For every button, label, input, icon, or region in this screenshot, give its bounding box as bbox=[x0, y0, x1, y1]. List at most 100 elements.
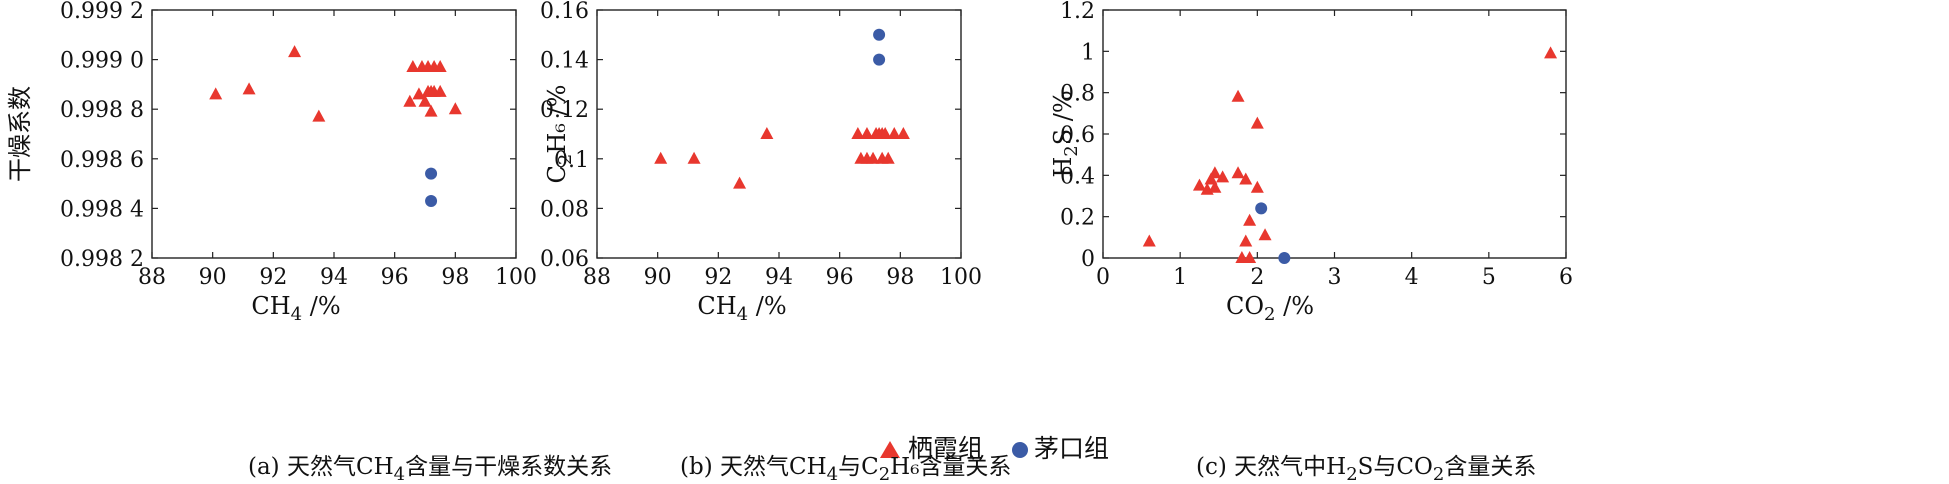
chart-panel-1: 88 90 92 94 96 98 100 0.998 2 0.998 4 0.998 6 0.99… bbox=[6, 0, 612, 484]
y-axis-title: 干燥系数 bbox=[6, 86, 34, 182]
data-point-qixia bbox=[866, 151, 880, 164]
plot-frame bbox=[1102, 9, 1567, 259]
data-point-qixia bbox=[1239, 234, 1253, 247]
series-maokou bbox=[1255, 202, 1291, 264]
data-point-qixia bbox=[424, 104, 438, 117]
text-part: (a) 天然气CH bbox=[248, 454, 394, 480]
data-point-qixia bbox=[1243, 213, 1257, 226]
x-tick-label: 96 bbox=[826, 265, 854, 290]
y-tick-label: 0.4 bbox=[1060, 164, 1095, 189]
text-part: S与CO bbox=[1358, 454, 1433, 480]
text-part: 2 bbox=[1264, 304, 1275, 325]
data-point-qixia bbox=[1243, 251, 1257, 263]
data-point-qixia bbox=[1216, 170, 1230, 183]
y-tick-label: 0.998 4 bbox=[60, 197, 144, 222]
text-part: S /% bbox=[1049, 90, 1077, 145]
text-part: 含量关系 bbox=[1444, 454, 1536, 480]
legend-marker-qixia bbox=[880, 441, 900, 458]
data-point-qixia bbox=[406, 60, 420, 73]
chart-caption: (c) 天然气中H2S与CO2含量关系 bbox=[1196, 454, 1536, 484]
data-point-qixia bbox=[1231, 166, 1245, 179]
data-point-qixia bbox=[1239, 172, 1253, 185]
data-point-qixia bbox=[433, 84, 447, 97]
data-point-qixia bbox=[687, 151, 701, 164]
x-tick-label: 5 bbox=[1482, 265, 1496, 290]
x-tick-label: 3 bbox=[1328, 265, 1342, 290]
series-qixia bbox=[209, 45, 462, 122]
x-axis-title: CH4 /% bbox=[697, 292, 786, 325]
plot-frame bbox=[151, 9, 517, 259]
text-part: (c) 天然气中H bbox=[1196, 454, 1346, 480]
x-tick-label: 2 bbox=[1250, 265, 1264, 290]
y-tick-label: 0.16 bbox=[540, 0, 589, 24]
text-part: 2 bbox=[1433, 464, 1444, 484]
y-tick-label: 1 bbox=[1081, 40, 1095, 65]
y-tick-label: 0.2 bbox=[1060, 206, 1095, 231]
chart-panel-2: 88 90 92 94 96 98 1000.060.080.10.120.140.16CH… bbox=[540, 0, 1011, 484]
data-point-maokou bbox=[425, 194, 438, 207]
x-tick-label: 96 bbox=[381, 265, 409, 290]
y-tick-label: 0.998 6 bbox=[60, 148, 144, 173]
x-tick-label: 88 bbox=[583, 265, 611, 290]
data-point-qixia bbox=[1208, 180, 1222, 193]
x-tick-label: 94 bbox=[320, 265, 348, 290]
x-tick-label: 94 bbox=[765, 265, 793, 290]
text-part: 2 bbox=[1061, 145, 1082, 156]
text-part: 干燥系数 bbox=[6, 86, 34, 182]
data-point-qixia bbox=[1208, 166, 1222, 179]
data-point-maokou bbox=[1255, 202, 1268, 215]
x-tick-label: 100 bbox=[495, 265, 537, 290]
data-point-qixia bbox=[1142, 234, 1156, 247]
y-tick-label: 0.06 bbox=[540, 247, 589, 272]
legend: 栖霞组 茅口组 bbox=[880, 434, 1109, 463]
text-part: 与C bbox=[838, 454, 879, 480]
data-point-qixia bbox=[312, 109, 326, 122]
y-tick-label: 0.999 0 bbox=[60, 49, 144, 74]
data-point-qixia bbox=[1231, 89, 1245, 102]
y-axis-title: C2H₆ /% bbox=[543, 85, 576, 184]
text-part: 4 bbox=[737, 304, 748, 325]
data-point-qixia bbox=[1250, 116, 1264, 129]
data-point-qixia bbox=[288, 45, 302, 58]
y-tick-label: 0.08 bbox=[540, 197, 589, 222]
text-part: 2 bbox=[555, 154, 576, 165]
data-point-qixia bbox=[760, 127, 774, 139]
text-part: C bbox=[543, 165, 571, 183]
x-tick-label: 98 bbox=[886, 265, 914, 290]
text-part: /% bbox=[1275, 292, 1314, 320]
y-tick-label: 0 bbox=[1081, 247, 1095, 272]
chart-caption: (a) 天然气CH4含量与干燥系数关系 bbox=[248, 454, 612, 484]
y-tick-label: 0.14 bbox=[540, 49, 589, 74]
text-part: 4 bbox=[394, 464, 405, 484]
series-qixia bbox=[1142, 46, 1558, 263]
x-tick-label: 92 bbox=[704, 265, 732, 290]
x-tick-label: 88 bbox=[138, 265, 166, 290]
data-point-qixia bbox=[209, 87, 223, 100]
data-point-qixia bbox=[851, 127, 865, 139]
data-point-qixia bbox=[878, 127, 892, 139]
data-point-qixia bbox=[733, 176, 747, 189]
y-tick-label: 0.12 bbox=[540, 98, 589, 123]
data-point-qixia bbox=[1204, 172, 1218, 185]
text-part: 4 bbox=[291, 304, 302, 325]
data-point-qixia bbox=[1258, 228, 1272, 241]
x-tick-label: 100 bbox=[940, 265, 982, 290]
data-point-qixia bbox=[433, 60, 447, 73]
x-tick-label: 0 bbox=[1096, 265, 1110, 290]
data-point-qixia bbox=[654, 151, 668, 164]
x-tick-label: 90 bbox=[199, 265, 227, 290]
x-tick-label: 1 bbox=[1173, 265, 1187, 290]
data-point-qixia bbox=[1250, 180, 1264, 193]
text-part: CO bbox=[1226, 292, 1264, 320]
text-part: H₆含量关系 bbox=[890, 454, 1011, 480]
data-point-qixia bbox=[1192, 178, 1206, 191]
data-point-qixia bbox=[403, 94, 417, 107]
y-tick-label: 0.998 2 bbox=[60, 247, 144, 272]
series-maokou bbox=[425, 167, 438, 207]
text-part: 2 bbox=[879, 464, 890, 484]
data-point-maokou bbox=[873, 53, 886, 66]
y-tick-label: 0.8 bbox=[1060, 82, 1095, 107]
x-tick-label: 4 bbox=[1405, 265, 1419, 290]
